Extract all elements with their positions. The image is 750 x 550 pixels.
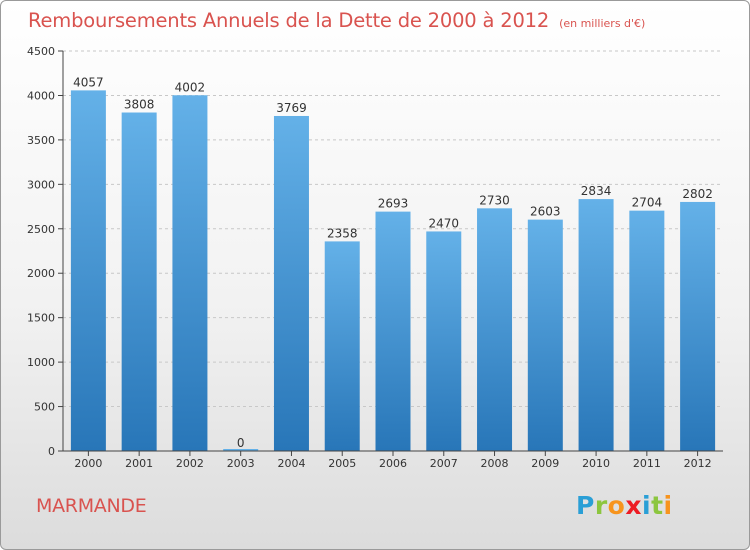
y-tick-label: 4500 xyxy=(27,45,55,58)
commune-name: MARMANDE xyxy=(36,495,147,517)
bar xyxy=(426,231,462,451)
y-tick-label: 1000 xyxy=(27,356,55,369)
bar xyxy=(527,219,563,451)
x-tick-label: 2011 xyxy=(633,457,661,470)
x-tick-label: 2002 xyxy=(176,457,204,470)
x-tick-label: 2009 xyxy=(531,457,559,470)
chart-unit: (en milliers d'€) xyxy=(559,17,646,30)
bar xyxy=(324,241,360,451)
bar xyxy=(375,211,411,451)
logo-letter: P xyxy=(576,491,595,520)
bar xyxy=(273,115,309,451)
x-tick-label: 2006 xyxy=(379,457,407,470)
x-tick-label: 2007 xyxy=(430,457,458,470)
data-label: 2704 xyxy=(632,196,663,210)
data-label: 2358 xyxy=(327,226,358,240)
bar xyxy=(172,95,208,452)
bar xyxy=(629,210,665,451)
data-label: 2730 xyxy=(479,193,510,207)
data-label: 2603 xyxy=(530,205,561,219)
logo-letter: t xyxy=(651,491,664,520)
bar xyxy=(680,201,716,451)
y-tick-label: 3500 xyxy=(27,134,55,147)
y-tick-label: 2000 xyxy=(27,267,55,280)
x-tick-label: 2001 xyxy=(125,457,153,470)
bar xyxy=(121,112,157,451)
x-tick-label: 2012 xyxy=(684,457,712,470)
logo-letter: x xyxy=(625,491,642,520)
x-tick-label: 2010 xyxy=(582,457,610,470)
logo-letter: r xyxy=(594,491,608,520)
x-tick-label: 2000 xyxy=(74,457,102,470)
data-label: 2693 xyxy=(378,197,409,211)
data-label: 3769 xyxy=(276,101,307,115)
data-label: 3808 xyxy=(124,98,155,112)
data-label: 4057 xyxy=(73,75,104,89)
logo-letter: o xyxy=(607,491,626,520)
x-tick-label: 2004 xyxy=(277,457,305,470)
data-label: 2834 xyxy=(581,184,612,198)
bar xyxy=(578,199,614,451)
y-tick-label: 500 xyxy=(34,401,55,414)
logo-letter: i xyxy=(642,491,652,520)
bar xyxy=(70,90,106,451)
chart-title: Remboursements Annuels de la Dette de 20… xyxy=(28,9,550,32)
x-tick-label: 2003 xyxy=(227,457,255,470)
y-tick-label: 3000 xyxy=(27,178,55,191)
x-tick-label: 2008 xyxy=(481,457,509,470)
data-label: 0 xyxy=(237,436,245,450)
logo-letter: i xyxy=(663,491,673,520)
proxiti-logo: Proxiti xyxy=(576,491,673,520)
x-tick-label: 2005 xyxy=(328,457,356,470)
data-label: 4002 xyxy=(175,80,206,94)
data-label: 2470 xyxy=(428,216,459,230)
title-row: Remboursements Annuels de la Dette de 20… xyxy=(28,9,645,32)
data-label: 2802 xyxy=(682,187,713,201)
y-tick-label: 2500 xyxy=(27,223,55,236)
y-tick-label: 1500 xyxy=(27,312,55,325)
y-tick-label: 0 xyxy=(48,445,55,458)
y-tick-label: 4000 xyxy=(27,89,55,102)
bar xyxy=(477,208,513,451)
